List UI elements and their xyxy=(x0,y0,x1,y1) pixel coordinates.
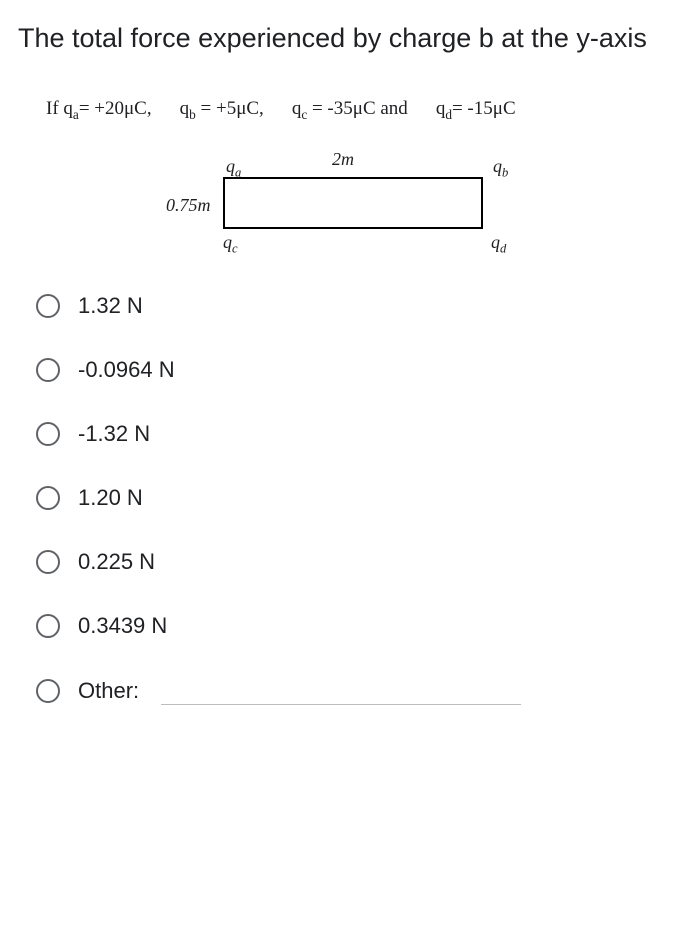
options-list: 1.32 N -0.0964 N -1.32 N 1.20 N 0.225 N … xyxy=(36,293,663,705)
radio-icon xyxy=(36,614,60,638)
given-qb: qb = +5μC, xyxy=(180,98,264,123)
option-label: -1.32 N xyxy=(78,421,150,447)
option-other-label: Other: xyxy=(78,678,139,704)
diagram-width-label: 2m xyxy=(332,149,354,170)
option-5[interactable]: 0.3439 N xyxy=(36,613,663,639)
option-2[interactable]: -1.32 N xyxy=(36,421,663,447)
diagram-rectangle xyxy=(223,177,483,229)
given-qd: qd= -15μC xyxy=(436,98,516,123)
option-label: -0.0964 N xyxy=(78,357,175,383)
radio-icon xyxy=(36,550,60,574)
option-4[interactable]: 0.225 N xyxy=(36,549,663,575)
radio-icon xyxy=(36,679,60,703)
option-1[interactable]: -0.0964 N xyxy=(36,357,663,383)
given-qa: If qa= +20μC, xyxy=(46,98,152,123)
diagram: 2m qa qb 0.75m qc qd xyxy=(168,149,663,259)
option-other[interactable]: Other: xyxy=(36,677,663,705)
option-label: 0.225 N xyxy=(78,549,155,575)
option-0[interactable]: 1.32 N xyxy=(36,293,663,319)
radio-icon xyxy=(36,422,60,446)
radio-icon xyxy=(36,358,60,382)
given-values-row: If qa= +20μC, qb = +5μC, qc = -35μC and … xyxy=(46,98,663,123)
diagram-node-qb: qb xyxy=(493,156,508,181)
given-qc: qc = -35μC and xyxy=(292,98,408,123)
diagram-node-qc: qc xyxy=(223,232,238,257)
option-3[interactable]: 1.20 N xyxy=(36,485,663,511)
other-input[interactable] xyxy=(161,683,521,705)
question-title: The total force experienced by charge b … xyxy=(18,20,663,58)
option-label: 0.3439 N xyxy=(78,613,167,639)
option-label: 1.20 N xyxy=(78,485,143,511)
diagram-node-qd: qd xyxy=(491,232,506,257)
radio-icon xyxy=(36,294,60,318)
option-label: 1.32 N xyxy=(78,293,143,319)
diagram-height-label: 0.75m xyxy=(166,195,211,216)
question-page: The total force experienced by charge b … xyxy=(0,0,681,725)
radio-icon xyxy=(36,486,60,510)
